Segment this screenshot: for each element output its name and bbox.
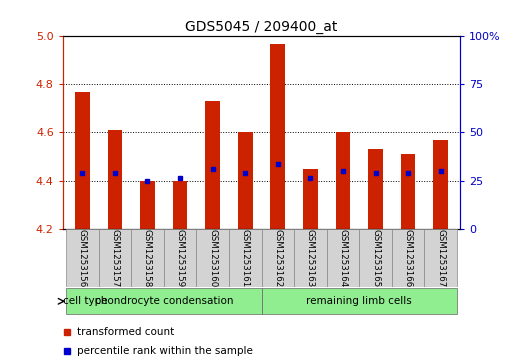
Bar [140, 180, 155, 229]
Text: remaining limb cells: remaining limb cells [306, 296, 412, 306]
Bar [173, 180, 187, 229]
FancyBboxPatch shape [424, 229, 457, 287]
Text: GSM1253167: GSM1253167 [436, 229, 445, 287]
FancyBboxPatch shape [99, 229, 131, 287]
Text: percentile rank within the sample: percentile rank within the sample [77, 346, 253, 356]
Bar [336, 132, 350, 229]
FancyBboxPatch shape [262, 288, 457, 314]
Text: GSM1253166: GSM1253166 [404, 229, 413, 287]
Bar [401, 154, 415, 229]
Text: GSM1253156: GSM1253156 [78, 229, 87, 287]
FancyBboxPatch shape [359, 229, 392, 287]
Text: GSM1253158: GSM1253158 [143, 229, 152, 287]
FancyBboxPatch shape [66, 229, 99, 287]
Text: GSM1253164: GSM1253164 [338, 229, 347, 287]
Text: GSM1253163: GSM1253163 [306, 229, 315, 287]
Bar [238, 132, 253, 229]
Text: GSM1253157: GSM1253157 [110, 229, 119, 287]
Bar [108, 130, 122, 229]
Bar [75, 91, 89, 229]
FancyBboxPatch shape [131, 229, 164, 287]
Text: GSM1253165: GSM1253165 [371, 229, 380, 287]
Bar [303, 168, 317, 229]
Bar [368, 149, 383, 229]
FancyBboxPatch shape [392, 229, 424, 287]
FancyBboxPatch shape [262, 229, 294, 287]
FancyBboxPatch shape [229, 229, 262, 287]
Text: GSM1253162: GSM1253162 [274, 229, 282, 287]
Text: cell type: cell type [63, 296, 108, 306]
Bar [270, 44, 285, 229]
FancyBboxPatch shape [196, 229, 229, 287]
Text: GSM1253160: GSM1253160 [208, 229, 217, 287]
FancyBboxPatch shape [164, 229, 196, 287]
FancyBboxPatch shape [294, 229, 327, 287]
Text: transformed count: transformed count [77, 327, 174, 337]
Text: chondrocyte condensation: chondrocyte condensation [95, 296, 233, 306]
Bar [206, 101, 220, 229]
Title: GDS5045 / 209400_at: GDS5045 / 209400_at [185, 20, 338, 34]
Text: GSM1253159: GSM1253159 [176, 229, 185, 287]
Text: GSM1253161: GSM1253161 [241, 229, 249, 287]
FancyBboxPatch shape [327, 229, 359, 287]
FancyBboxPatch shape [66, 288, 262, 314]
Bar [434, 140, 448, 229]
